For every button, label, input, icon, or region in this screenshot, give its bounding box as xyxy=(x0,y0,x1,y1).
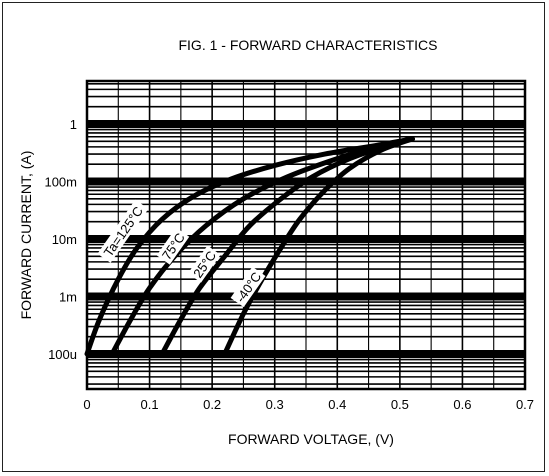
series-line-1 xyxy=(109,136,415,357)
x-tick-label: 0.7 xyxy=(516,397,534,412)
decade-band xyxy=(87,350,525,358)
series-line-0 xyxy=(84,136,415,357)
series-label-bg xyxy=(187,245,221,283)
series-label-0: Ta=125°C xyxy=(97,199,149,263)
decade-band xyxy=(87,292,525,301)
series-line-3 xyxy=(222,136,415,357)
decade-band xyxy=(87,120,525,128)
series-label-bg xyxy=(97,199,149,263)
x-tick-label: 0.4 xyxy=(328,397,346,412)
x-tick-label: 0.2 xyxy=(203,397,221,412)
series-label-bg xyxy=(156,227,190,265)
y-tick-label: 100m xyxy=(44,175,77,190)
x-tick-label: 0.5 xyxy=(391,397,409,412)
plot-border xyxy=(85,79,527,391)
y-tick-label: 1 xyxy=(70,117,77,132)
series-label-bg xyxy=(230,266,266,308)
x-tick-label: 0.3 xyxy=(266,397,284,412)
chart-title: FIG. 1 - FORWARD CHARACTERISTICS xyxy=(178,37,437,53)
x-tick-label: 0.1 xyxy=(141,397,159,412)
decade-band xyxy=(87,235,525,243)
y-tick-label: 1m xyxy=(59,290,77,305)
x-axis-title: FORWARD VOLTAGE, (V) xyxy=(228,431,394,447)
forward-characteristics-chart: FIG. 1 - FORWARD CHARACTERISTICS 0 0.1 0.2… xyxy=(18,37,534,447)
y-tick-label: 100u xyxy=(48,347,77,362)
x-tick-label: 0.6 xyxy=(453,397,471,412)
x-tick-label: 0 xyxy=(83,397,90,412)
y-tick-label: 10m xyxy=(52,232,77,247)
y-axis-title: FORWARD CURRENT, (A) xyxy=(18,151,34,320)
series-line-2 xyxy=(159,136,415,357)
chart-frame: FIG. 1 - FORWARD CHARACTERISTICS 0 0.1 0.2… xyxy=(2,2,545,472)
